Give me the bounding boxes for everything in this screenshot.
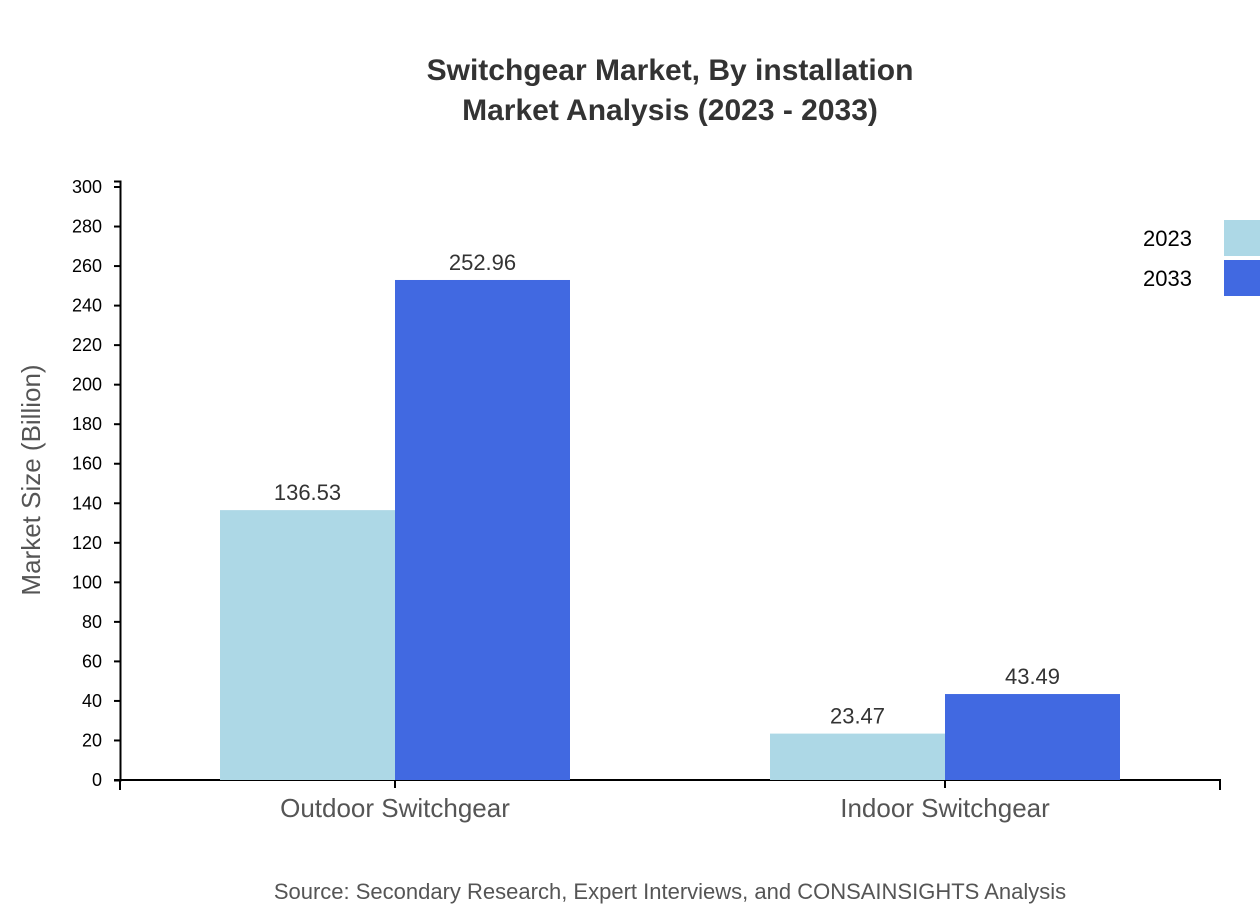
y-tick: 0 (92, 770, 120, 790)
y-tick: 180 (72, 414, 120, 434)
y-tick-label: 40 (82, 691, 102, 711)
y-tick-label: 60 (82, 651, 102, 671)
x-tick-label: Outdoor Switchgear (280, 793, 510, 823)
y-tick: 160 (72, 454, 120, 474)
legend-label: 2033 (1143, 266, 1192, 291)
y-tick: 280 (72, 217, 120, 237)
y-tick: 140 (72, 493, 120, 513)
legend-label: 2023 (1143, 226, 1192, 251)
data-label: 252.96 (449, 250, 516, 275)
y-tick-label: 260 (72, 256, 102, 276)
source-note: Source: Secondary Research, Expert Inter… (274, 879, 1066, 904)
y-tick: 260 (72, 256, 120, 276)
y-tick-label: 300 (72, 177, 102, 197)
data-label: 43.49 (1005, 664, 1060, 689)
legend-swatch-2023 (1224, 220, 1260, 256)
y-tick: 100 (72, 572, 120, 592)
x-axis: Outdoor Switchgear Indoor Switchgear (119, 779, 1221, 823)
y-tick: 300 (72, 177, 120, 197)
y-tick: 40 (82, 691, 120, 711)
y-tick-label: 180 (72, 414, 102, 434)
y-tick: 60 (82, 651, 120, 671)
y-tick: 240 (72, 296, 120, 316)
bar-2023-1 (770, 733, 945, 780)
x-tick-label: Indoor Switchgear (840, 793, 1050, 823)
y-tick-label: 80 (82, 612, 102, 632)
bars: 136.53 23.47 252.96 43.49 (220, 250, 1120, 780)
y-tick-label: 220 (72, 335, 102, 355)
y-tick-label: 0 (92, 770, 102, 790)
y-axis-line (114, 180, 122, 782)
bar-2023-0 (220, 510, 395, 780)
y-tick-label: 240 (72, 296, 102, 316)
y-tick: 120 (72, 533, 120, 553)
x-axis-line (119, 779, 1221, 790)
y-tick: 80 (82, 612, 120, 632)
y-tick-label: 120 (72, 533, 102, 553)
y-axis: 0 20 40 60 80 100 120 140 160 180 200 220 240 260 280 3… (72, 177, 122, 790)
chart-title-line-2: Market Analysis (2023 - 2033) (462, 94, 878, 127)
y-tick: 220 (72, 335, 120, 355)
y-tick: 20 (82, 730, 120, 750)
y-tick-label: 160 (72, 454, 102, 474)
y-tick-label: 100 (72, 572, 102, 592)
legend: 2023 2033 (1143, 220, 1260, 296)
bar-2033-1 (945, 694, 1120, 780)
y-tick-label: 200 (72, 375, 102, 395)
y-tick-label: 280 (72, 217, 102, 237)
y-tick-label: 140 (72, 493, 102, 513)
y-tick: 200 (72, 375, 120, 395)
legend-swatch-2033 (1224, 260, 1260, 296)
y-tick-label: 20 (82, 730, 102, 750)
y-axis-label: Market Size (Billion) (16, 364, 46, 595)
data-label: 136.53 (274, 480, 341, 505)
chart-title-line-1: Switchgear Market, By installation (427, 54, 914, 87)
data-label: 23.47 (830, 704, 885, 729)
bar-2033-0 (395, 279, 570, 780)
